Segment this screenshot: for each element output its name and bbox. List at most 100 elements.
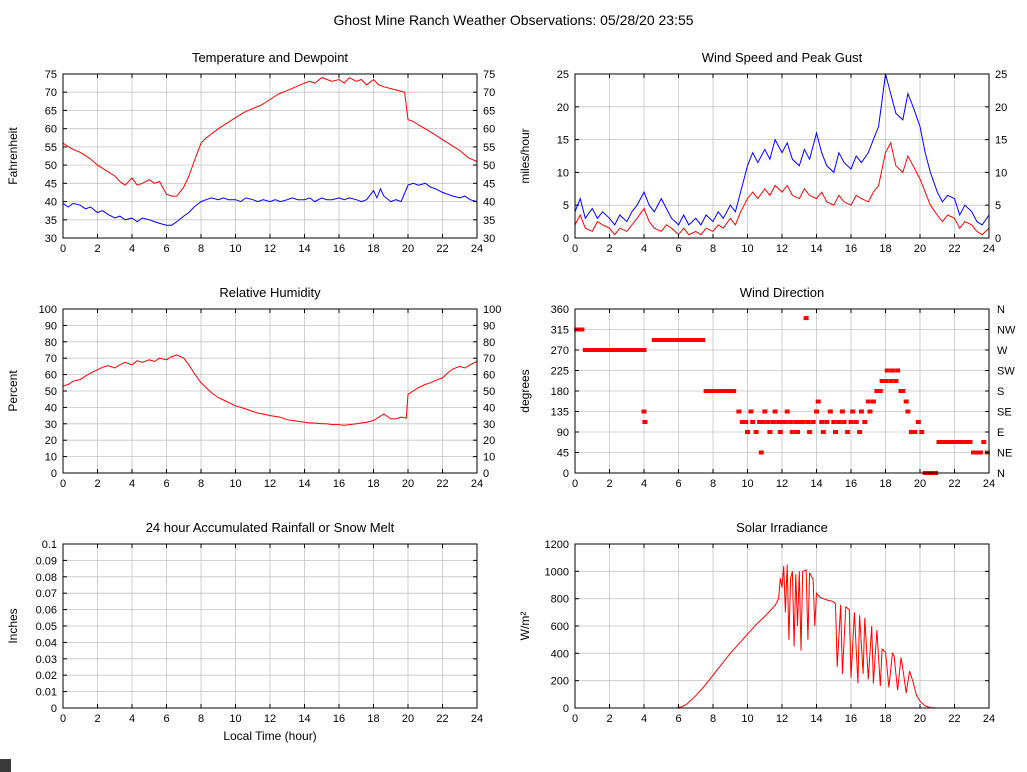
page-title: Ghost Mine Ranch Weather Observations: 0… <box>333 12 694 28</box>
svg-text:55: 55 <box>483 142 495 154</box>
svg-text:Local Time (hour): Local Time (hour) <box>223 729 316 743</box>
svg-text:24: 24 <box>470 478 482 490</box>
svg-text:0: 0 <box>571 478 577 490</box>
svg-text:16: 16 <box>844 243 856 255</box>
svg-text:22: 22 <box>948 243 960 255</box>
svg-text:Temperature and Dewpoint: Temperature and Dewpoint <box>191 50 347 65</box>
svg-text:75: 75 <box>44 69 56 81</box>
svg-text:0.09: 0.09 <box>35 555 56 567</box>
svg-text:8: 8 <box>709 713 715 725</box>
svg-text:400: 400 <box>550 648 568 660</box>
chart-solar-irradiance: 0 2 4 6 8 10 12 14 16 18 20 22 24 0 200 400 600 800 1000 12… <box>514 510 1026 745</box>
svg-text:600: 600 <box>550 621 568 633</box>
svg-text:W: W <box>997 345 1008 357</box>
svg-text:8: 8 <box>197 243 203 255</box>
svg-text:10: 10 <box>741 713 753 725</box>
svg-text:2: 2 <box>94 478 100 490</box>
svg-text:0.05: 0.05 <box>35 621 56 633</box>
svg-text:18: 18 <box>367 243 379 255</box>
svg-text:45: 45 <box>44 178 56 190</box>
svg-text:12: 12 <box>263 713 275 725</box>
svg-text:4: 4 <box>128 478 134 490</box>
svg-text:60: 60 <box>483 124 495 136</box>
svg-text:45: 45 <box>556 448 568 460</box>
svg-text:6: 6 <box>675 713 681 725</box>
svg-text:14: 14 <box>810 713 822 725</box>
svg-text:16: 16 <box>332 243 344 255</box>
svg-text:0.06: 0.06 <box>35 605 56 617</box>
svg-text:10: 10 <box>556 167 568 179</box>
charts-grid: 0 2 4 6 8 10 12 14 16 18 20 22 24 30 30 35 35 40 40 45 45 50 5… <box>0 40 1027 745</box>
svg-text:10: 10 <box>741 243 753 255</box>
svg-text:4: 4 <box>640 243 646 255</box>
svg-text:N: N <box>997 468 1005 480</box>
svg-text:5: 5 <box>995 200 1001 212</box>
svg-text:Fahrenheit: Fahrenheit <box>6 127 20 185</box>
svg-text:200: 200 <box>550 676 568 688</box>
svg-text:16: 16 <box>332 713 344 725</box>
svg-text:24: 24 <box>470 243 482 255</box>
svg-text:70: 70 <box>44 353 56 365</box>
svg-text:20: 20 <box>556 102 568 114</box>
svg-text:22: 22 <box>436 478 448 490</box>
svg-text:20: 20 <box>483 435 495 447</box>
svg-text:0: 0 <box>995 233 1001 245</box>
svg-text:10: 10 <box>741 478 753 490</box>
svg-text:NE: NE <box>997 448 1012 460</box>
svg-text:25: 25 <box>556 69 568 81</box>
svg-text:60: 60 <box>483 370 495 382</box>
svg-text:10: 10 <box>229 243 241 255</box>
svg-text:4: 4 <box>640 713 646 725</box>
svg-text:4: 4 <box>640 478 646 490</box>
svg-text:5: 5 <box>562 200 568 212</box>
svg-text:degrees: degrees <box>518 369 532 412</box>
svg-text:2: 2 <box>94 243 100 255</box>
svg-text:0.08: 0.08 <box>35 572 56 584</box>
svg-text:12: 12 <box>775 243 787 255</box>
chart-relative-humidity: 0 2 4 6 8 10 12 14 16 18 20 22 24 0 0 10 10 20 20 30 30 40 40 5… <box>2 275 514 510</box>
svg-text:10: 10 <box>995 167 1007 179</box>
chart-wind-direction: 0 2 4 6 8 10 12 14 16 18 20 22 24 0 N 45 NE 90 E 135 SE 180 S 2… <box>514 275 1026 510</box>
svg-text:0.1: 0.1 <box>41 539 56 551</box>
svg-text:14: 14 <box>298 243 310 255</box>
svg-text:12: 12 <box>263 243 275 255</box>
chart-wind-speed-gust: 0 2 4 6 8 10 12 14 16 18 20 22 24 0 0 5 5 10 10 15 15 20 20 25 2… <box>514 40 1026 275</box>
svg-text:8: 8 <box>709 243 715 255</box>
svg-text:0: 0 <box>59 713 65 725</box>
svg-text:W/m²: W/m² <box>518 612 532 641</box>
svg-text:20: 20 <box>401 713 413 725</box>
svg-text:4: 4 <box>128 713 134 725</box>
svg-text:2: 2 <box>606 243 612 255</box>
svg-text:0.03: 0.03 <box>35 654 56 666</box>
svg-text:2: 2 <box>606 713 612 725</box>
svg-text:15: 15 <box>556 135 568 147</box>
svg-text:14: 14 <box>298 478 310 490</box>
svg-text:6: 6 <box>163 243 169 255</box>
svg-text:Relative Humidity: Relative Humidity <box>219 285 321 300</box>
svg-text:24 hour Accumulated Rainfall o: 24 hour Accumulated Rainfall or Snow Mel… <box>145 520 394 535</box>
svg-text:10: 10 <box>229 713 241 725</box>
corner-artifact <box>0 759 11 772</box>
svg-text:Percent: Percent <box>6 370 20 412</box>
svg-text:2: 2 <box>94 713 100 725</box>
svg-text:360: 360 <box>550 304 568 316</box>
svg-text:24: 24 <box>982 478 994 490</box>
svg-text:135: 135 <box>550 407 568 419</box>
svg-text:40: 40 <box>483 402 495 414</box>
svg-text:15: 15 <box>995 135 1007 147</box>
svg-text:10: 10 <box>44 452 56 464</box>
svg-text:Solar Irradiance: Solar Irradiance <box>736 520 828 535</box>
svg-text:0.04: 0.04 <box>35 637 56 649</box>
svg-text:NW: NW <box>997 325 1016 337</box>
svg-text:90: 90 <box>44 320 56 332</box>
svg-text:SE: SE <box>997 407 1012 419</box>
svg-text:0: 0 <box>59 478 65 490</box>
svg-text:12: 12 <box>775 713 787 725</box>
svg-text:100: 100 <box>38 304 56 316</box>
svg-text:20: 20 <box>401 243 413 255</box>
svg-text:70: 70 <box>483 87 495 99</box>
